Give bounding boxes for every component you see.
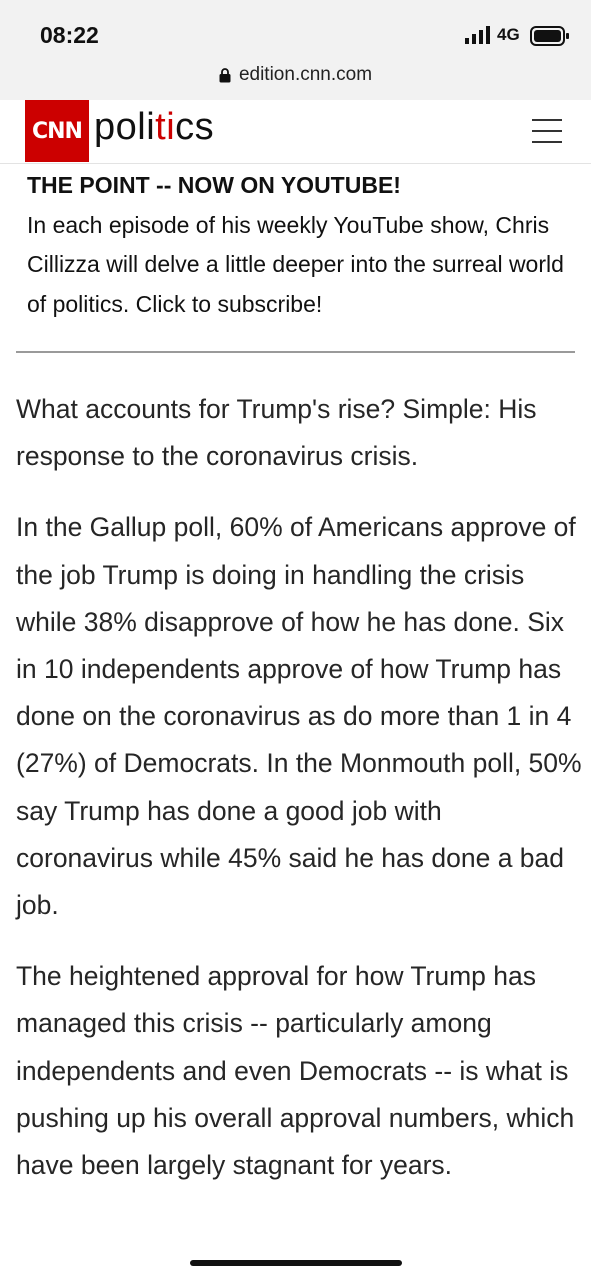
section-title-accent: ti (155, 106, 176, 148)
section-title-part: poli (94, 106, 156, 148)
section-title-part: cs (175, 106, 215, 148)
home-indicator[interactable] (190, 1260, 402, 1266)
promo-title: THE POINT -- NOW ON YOUTUBE! (27, 172, 401, 198)
youtube-promo[interactable]: THE POINT -- NOW ON YOUTUBE! In each epi… (27, 166, 567, 324)
section-title[interactable]: politics (94, 106, 214, 149)
article-body: What accounts for Trump's rise? Simple: … (16, 386, 582, 1213)
article-paragraph: The heightened approval for how Trump ha… (16, 961, 575, 1181)
status-time: 08:22 (40, 22, 99, 48)
url-text: edition.cnn.com (238, 64, 373, 85)
cnn-logo[interactable]: CNN (25, 100, 89, 162)
battery-icon (530, 26, 569, 46)
article-paragraph: In the Gallup poll, 60% of Americans app… (16, 512, 582, 921)
article-paragraph: What accounts for Trump's rise? Simple: … (16, 394, 537, 472)
hamburger-menu-icon[interactable] (532, 117, 562, 145)
divider (16, 351, 575, 353)
site-header: CNN politics (0, 100, 591, 164)
lock-icon (219, 67, 231, 82)
address-bar[interactable]: edition.cnn.com (0, 60, 591, 90)
promo-body: In each episode of his weekly YouTube sh… (27, 211, 564, 317)
signal-icon (465, 26, 490, 44)
network-type: 4G (497, 25, 520, 44)
browser-top-bar: 08:22 4G edition.cnn.com (0, 0, 591, 101)
